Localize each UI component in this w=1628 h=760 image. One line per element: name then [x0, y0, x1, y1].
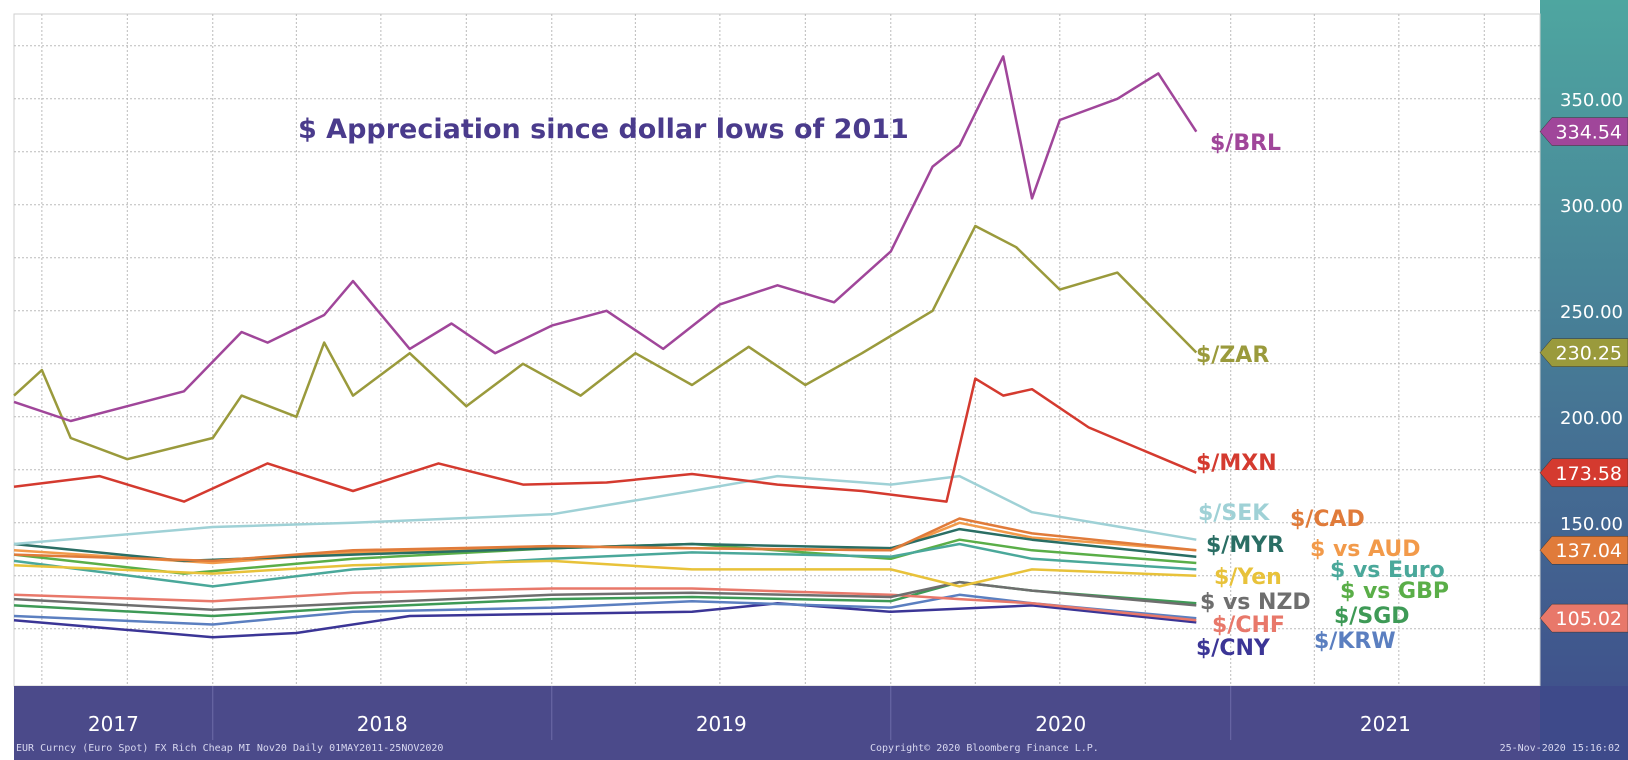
value-tag-label: 173.58 [1556, 463, 1622, 485]
series-label: $ vs GBP [1340, 579, 1449, 604]
value-tag [1539, 603, 1628, 633]
plot-area [13, 13, 1541, 687]
series-label: $/CAD [1290, 507, 1365, 532]
value-tag [1539, 117, 1628, 146]
series-label: $/CNY [1196, 636, 1271, 661]
y-tick-label: 250.00 [1560, 302, 1623, 323]
series-label: $/Yen [1214, 565, 1282, 590]
series-line [13, 580, 1197, 611]
x-tick-label: 2020 [1035, 712, 1086, 736]
series-label: $/SGD [1334, 604, 1410, 629]
footer-copyright: Copyright© 2020 Bloomberg Finance L.P. [870, 743, 1099, 754]
series-line [13, 587, 1197, 622]
value-tag [1539, 338, 1628, 367]
series-line [13, 517, 1197, 563]
x-tick-label: 2017 [88, 712, 139, 736]
value-tags: 334.54 230.25 173.58 137.04 105.02 [1539, 117, 1628, 633]
x-axis-band [14, 686, 1540, 760]
series-label: $/BRL [1210, 131, 1281, 156]
y-tick-label: 300.00 [1560, 196, 1623, 217]
x-tick-label: 2019 [696, 712, 747, 736]
series-line [13, 474, 1197, 546]
series-line [13, 602, 1197, 639]
x-axis-ticks: 2017 2018 2019 2020 2021 [88, 686, 1411, 740]
value-tag-label: 137.04 [1556, 540, 1622, 562]
value-tag-label: 334.54 [1556, 122, 1622, 144]
series-labels: $/BRL $/ZAR $/MXN $/SEK $/CAD$/MYR $ vs AUD $/… [1196, 131, 1449, 661]
series-label: $ vs NZD [1200, 590, 1311, 615]
value-tag-label: 105.02 [1556, 608, 1622, 630]
right-axis-panel [1540, 0, 1628, 760]
footer-timestamp: 25-Nov-2020 15:16:02 [1500, 743, 1620, 754]
y-tick-label: 200.00 [1560, 408, 1623, 429]
series-line [13, 593, 1197, 626]
series-line [13, 542, 1197, 588]
series-label: $ vs Euro [1330, 558, 1445, 583]
y-tick-label: 150.00 [1560, 514, 1623, 535]
x-axis-band-right [1540, 686, 1628, 760]
series-lines [13, 55, 1198, 639]
series-label: $/ZAR [1196, 343, 1269, 368]
footer-source: EUR Curncy (Euro Spot) FX Rich Cheap MI … [16, 743, 443, 754]
series-label: $/MXN [1196, 451, 1277, 476]
chart-title: $ Appreciation since dollar lows of 2011 [298, 114, 909, 145]
grid-lines [14, 14, 1540, 686]
y-tick-label: 350.00 [1560, 90, 1623, 111]
x-tick-label: 2018 [357, 712, 408, 736]
value-tag [1539, 458, 1628, 488]
y-axis-ticks: 150.00 200.00 250.00 300.00 350.00 [1560, 90, 1623, 535]
series-label: $/CHF [1212, 613, 1285, 638]
series-line [13, 224, 1198, 461]
series-label: $ vs AUD [1310, 537, 1421, 562]
series-label: $/KRW [1314, 629, 1396, 654]
value-tag [1539, 535, 1628, 565]
x-tick-label: 2021 [1360, 712, 1411, 736]
series-label: $/SEK [1198, 501, 1270, 526]
series-line [13, 559, 1197, 588]
series-line [13, 55, 1198, 423]
value-tag-label: 230.25 [1556, 343, 1622, 365]
series-label: $/MYR [1206, 533, 1284, 558]
series-line [13, 377, 1197, 503]
